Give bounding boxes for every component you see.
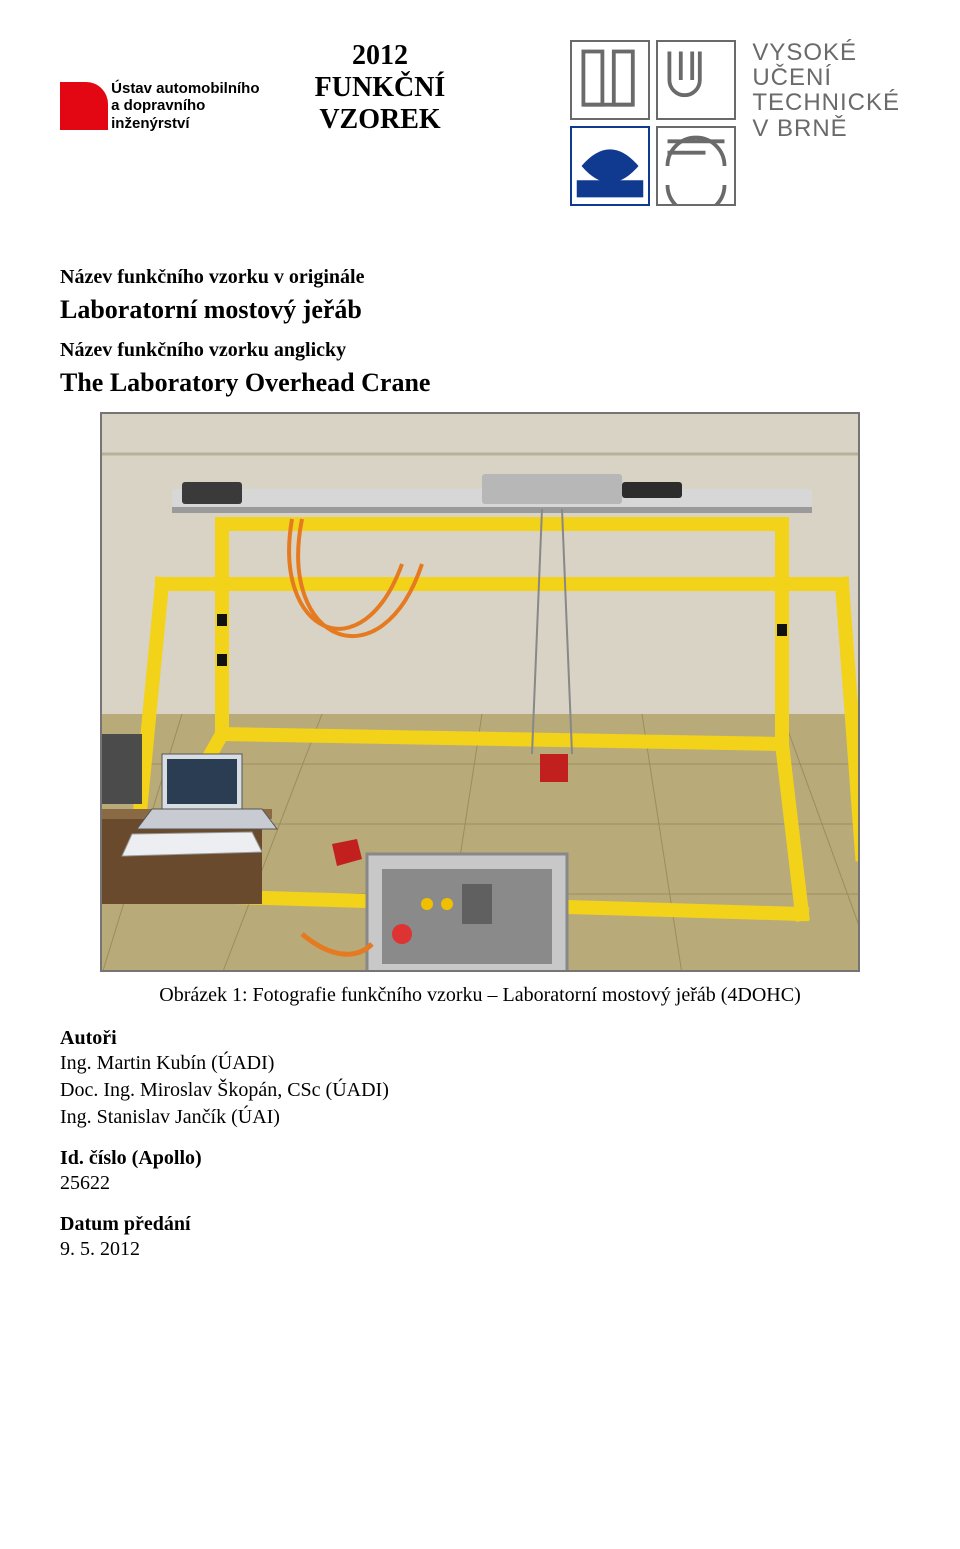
- institute-logo-row: Ústav automobilního a dopravního inženýr…: [60, 80, 270, 132]
- figure-photo: [100, 412, 860, 972]
- type-line1: FUNKČNÍ: [290, 72, 470, 104]
- figure-block: Obrázek 1: Fotografie funkčního vzorku –…: [100, 412, 860, 1007]
- vut-cell-2-icon: [656, 40, 736, 120]
- institute-glyph-icon: [60, 82, 103, 130]
- institute-name-line2: a dopravního inženýrství: [111, 97, 270, 132]
- university-line3: TECHNICKÉ: [752, 90, 900, 115]
- university-logo-block: VYSOKÉ UČENÍ TECHNICKÉ V BRNĚ: [490, 40, 900, 206]
- vut-cell-1-icon: [570, 40, 650, 120]
- id-label: Id. číslo (Apollo): [60, 1147, 900, 1170]
- university-line4: V BRNĚ: [752, 116, 900, 141]
- authors-label: Autoři: [60, 1027, 900, 1050]
- university-line1: VYSOKÉ: [752, 40, 900, 65]
- date-label: Datum předání: [60, 1213, 900, 1236]
- author-line: Ing. Stanislav Jančík (ÚAI): [60, 1104, 900, 1131]
- crane-photo-svg: [102, 414, 860, 972]
- id-value: 25622: [60, 1170, 900, 1197]
- vut-cell-4-icon: [656, 126, 736, 206]
- figure-caption: Obrázek 1: Fotografie funkčního vzorku –…: [100, 984, 860, 1007]
- author-line: Ing. Martin Kubín (ÚADI): [60, 1050, 900, 1077]
- author-line: Doc. Ing. Miroslav Škopán, CSc (ÚADI): [60, 1077, 900, 1104]
- name-english-value: The Laboratory Overhead Crane: [60, 368, 900, 398]
- university-name: VYSOKÉ UČENÍ TECHNICKÉ V BRNĚ: [752, 40, 900, 206]
- document-type-title: 2012 FUNKČNÍ VZOREK: [290, 40, 470, 137]
- page: Ústav automobilního a dopravního inženýr…: [0, 0, 960, 1323]
- university-line2: UČENÍ: [752, 65, 900, 90]
- vut-cell-3-icon: [570, 126, 650, 206]
- university-glyph-grid: [570, 40, 736, 206]
- type-line2: VZOREK: [290, 104, 470, 136]
- date-value: 9. 5. 2012: [60, 1236, 900, 1263]
- name-original-value: Laboratorní mostový jeřáb: [60, 295, 900, 325]
- year: 2012: [290, 40, 470, 72]
- name-english-label: Název funkčního vzorku anglicky: [60, 339, 900, 362]
- institute-logo-block: Ústav automobilního a dopravního inženýr…: [60, 40, 270, 132]
- header: Ústav automobilního a dopravního inženýr…: [60, 40, 900, 206]
- name-original-label: Název funkčního vzorku v originále: [60, 266, 900, 289]
- institute-name-line1: Ústav automobilního: [111, 80, 270, 97]
- institute-name: Ústav automobilního a dopravního inženýr…: [111, 80, 270, 132]
